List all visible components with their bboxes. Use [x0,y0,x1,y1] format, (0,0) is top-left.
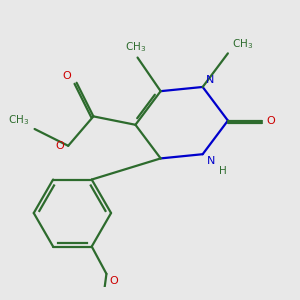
Text: CH$_3$: CH$_3$ [8,113,29,127]
Text: O: O [55,141,64,151]
Text: H: H [219,166,226,176]
Text: O: O [63,71,72,81]
Text: O: O [266,116,275,126]
Text: CH$_3$: CH$_3$ [125,40,146,54]
Text: O: O [110,276,118,286]
Text: N: N [206,75,214,85]
Text: CH$_3$: CH$_3$ [232,38,253,51]
Text: N: N [207,156,215,166]
